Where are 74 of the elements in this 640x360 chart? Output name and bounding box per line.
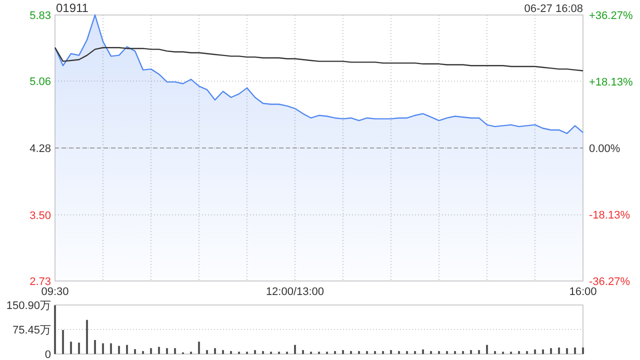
bar — [518, 351, 520, 354]
y-tick-label: 2.73 — [30, 276, 51, 288]
y-tick-label: 75.45万 — [12, 324, 51, 336]
bar — [542, 349, 544, 354]
bar — [174, 348, 176, 354]
bar — [430, 351, 432, 354]
y-tick-label: 5.83 — [30, 10, 51, 22]
y-tick-label: 0 — [44, 349, 51, 360]
bar — [342, 350, 344, 354]
bar — [374, 351, 376, 354]
bar — [558, 348, 560, 354]
y2-tick-label: +36.27% — [589, 10, 633, 22]
bar — [118, 346, 120, 354]
y-tick-label: 3.50 — [30, 210, 51, 222]
bar — [222, 350, 224, 354]
bar — [94, 340, 96, 354]
y2-tick-label: 0.00% — [589, 143, 620, 155]
bar — [110, 343, 112, 354]
bar — [78, 342, 80, 354]
bar — [550, 348, 552, 354]
y-tick-label: 150.90万 — [6, 300, 51, 312]
bar — [454, 351, 456, 354]
bar — [406, 351, 408, 354]
bar — [574, 348, 576, 354]
y2-tick-label: -18.13% — [589, 209, 630, 222]
bar — [54, 305, 56, 354]
chart-title: 01911 — [56, 1, 89, 15]
bar — [206, 350, 208, 354]
bar — [294, 344, 296, 354]
bar — [230, 351, 232, 354]
bar — [438, 351, 440, 354]
bar — [534, 349, 536, 354]
bar — [494, 351, 496, 354]
bar — [62, 330, 64, 354]
bar — [414, 351, 416, 354]
bar — [86, 320, 88, 354]
bar — [126, 344, 128, 354]
line-series — [54, 47, 584, 72]
bar — [366, 351, 368, 354]
x-tick-label: 12:00/13:00 — [266, 286, 324, 298]
bar — [486, 344, 488, 354]
bar — [254, 350, 256, 354]
bar — [398, 351, 400, 354]
bar — [382, 351, 384, 354]
bar — [358, 351, 360, 354]
bar — [214, 348, 216, 354]
bar — [526, 351, 528, 354]
bar — [262, 351, 264, 354]
bar — [462, 351, 464, 354]
bar — [198, 342, 200, 354]
bar — [302, 350, 304, 354]
x-tick-label: 09:30 — [41, 286, 69, 298]
y-tick-label: 4.28 — [30, 143, 51, 155]
y-tick-label: 5.06 — [30, 76, 51, 88]
annotation: 06-27 16:08 — [524, 3, 583, 15]
y2-tick-label: -36.27% — [589, 276, 630, 288]
bar — [70, 342, 72, 354]
bar — [134, 349, 136, 354]
x-tick-label: 16:00 — [569, 286, 597, 298]
bar — [142, 351, 144, 354]
bar — [166, 348, 168, 354]
bar — [102, 343, 104, 354]
bar — [470, 350, 472, 354]
bar — [566, 348, 568, 354]
bar — [334, 351, 336, 354]
bar — [422, 349, 424, 354]
bar — [350, 351, 352, 354]
bar — [390, 350, 392, 354]
bar — [158, 346, 160, 354]
y2-tick-label: +18.13% — [589, 76, 633, 89]
bar — [582, 348, 584, 354]
bar — [446, 351, 448, 354]
bar — [150, 348, 152, 354]
bar — [478, 350, 480, 354]
